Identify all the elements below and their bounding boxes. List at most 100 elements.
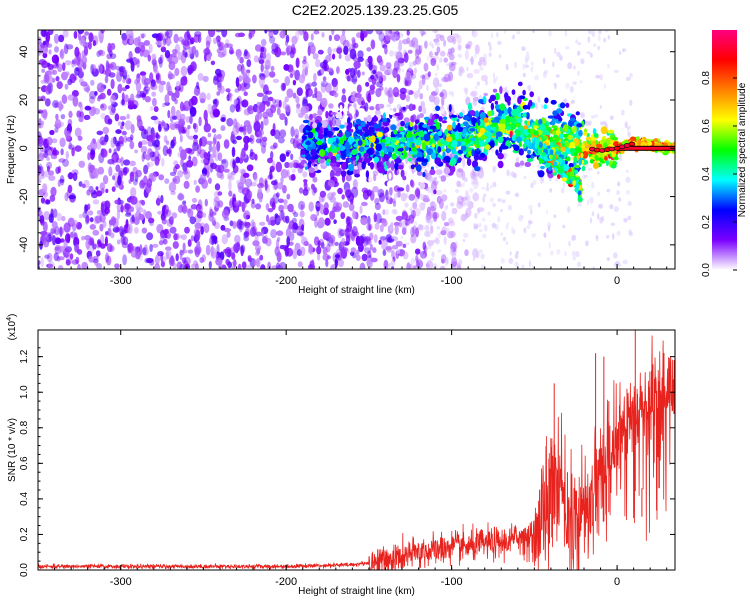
signal-blob (554, 167, 559, 173)
noise-blob (591, 115, 595, 119)
noise-blob (554, 82, 557, 90)
noise-blob (498, 54, 502, 59)
signal-blob (302, 119, 310, 124)
signal-blob (558, 133, 564, 139)
noise-blob (267, 30, 274, 33)
noise-blob (41, 60, 49, 69)
noise-blob (201, 168, 208, 175)
noise-blob (81, 261, 89, 269)
noise-blob (436, 79, 439, 86)
noise-blob (292, 92, 297, 99)
noise-blob (340, 212, 346, 220)
noise-blob (397, 50, 400, 57)
noise-blob (461, 170, 466, 181)
noise-blob (280, 211, 286, 218)
noise-blob (232, 220, 238, 230)
noise-blob (156, 197, 161, 206)
noise-blob (187, 125, 191, 130)
signal-blob (517, 81, 523, 87)
noise-blob (415, 254, 419, 263)
noise-blob (91, 64, 97, 72)
noise-blob (414, 197, 418, 204)
noise-blob (588, 120, 592, 126)
noise-blob (109, 94, 116, 105)
noise-blob (194, 245, 202, 255)
noise-blob (208, 237, 213, 245)
noise-blob (232, 139, 238, 145)
noise-blob (270, 65, 275, 72)
noise-blob (243, 142, 249, 151)
noise-blob (407, 49, 413, 54)
signal-blob (362, 127, 367, 132)
noise-blob (601, 216, 604, 222)
signal-blob (316, 140, 323, 146)
noise-blob (205, 40, 211, 49)
noise-blob (120, 156, 124, 167)
noise-blob (174, 121, 180, 130)
signal-blob (582, 151, 589, 159)
noise-blob (279, 113, 286, 121)
noise-blob (460, 200, 467, 207)
noise-blob (154, 69, 159, 75)
noise-blob (160, 194, 164, 204)
signal-blob (392, 152, 397, 160)
signal-blob (556, 108, 563, 114)
noise-blob (104, 236, 108, 247)
noise-blob (78, 116, 84, 123)
noise-blob (52, 229, 57, 234)
noise-blob (482, 217, 486, 222)
noise-blob (183, 256, 191, 266)
noise-blob (207, 177, 212, 184)
noise-blob (136, 207, 144, 213)
noise-blob (487, 211, 491, 216)
noise-blob (44, 30, 48, 40)
signal-blob (551, 125, 558, 129)
noise-blob (154, 156, 160, 166)
noise-blob (500, 257, 505, 264)
noise-blob (97, 166, 105, 175)
noise-blob (521, 264, 525, 269)
noise-blob (278, 198, 284, 204)
noise-blob (163, 204, 169, 215)
noise-blob (58, 256, 65, 261)
noise-blob (369, 243, 373, 251)
noise-blob (290, 137, 296, 145)
noise-blob (363, 236, 369, 247)
noise-blob (501, 199, 506, 204)
noise-blob (485, 79, 488, 86)
noise-blob (334, 118, 342, 127)
noise-blob (372, 247, 377, 254)
noise-blob (406, 37, 411, 44)
noise-blob (293, 212, 299, 218)
noise-blob (265, 237, 272, 247)
signal-blob (415, 164, 422, 172)
noise-blob (181, 234, 187, 241)
noise-blob (449, 230, 456, 238)
signal-blob (599, 152, 604, 159)
noise-blob (258, 72, 265, 80)
noise-blob (435, 87, 440, 94)
noise-blob (42, 183, 48, 194)
noise-blob (125, 85, 130, 89)
noise-blob (448, 217, 454, 224)
noise-blob (194, 263, 199, 269)
noise-blob (143, 40, 151, 46)
signal-blob (384, 136, 391, 145)
noise-blob (457, 262, 462, 269)
noise-blob (182, 242, 186, 252)
noise-blob (327, 46, 332, 56)
noise-blob (392, 67, 398, 79)
noise-blob (423, 253, 426, 259)
noise-blob (353, 60, 361, 69)
noise-blob (304, 66, 308, 76)
noise-blob (217, 200, 224, 208)
signal-blob (314, 166, 318, 172)
noise-blob (514, 193, 519, 197)
noise-blob (502, 236, 506, 242)
noise-blob (190, 61, 197, 72)
noise-blob (38, 165, 42, 176)
noise-blob (158, 174, 165, 181)
noise-blob (109, 109, 116, 116)
noise-blob (51, 221, 58, 229)
noise-blob (393, 193, 398, 199)
